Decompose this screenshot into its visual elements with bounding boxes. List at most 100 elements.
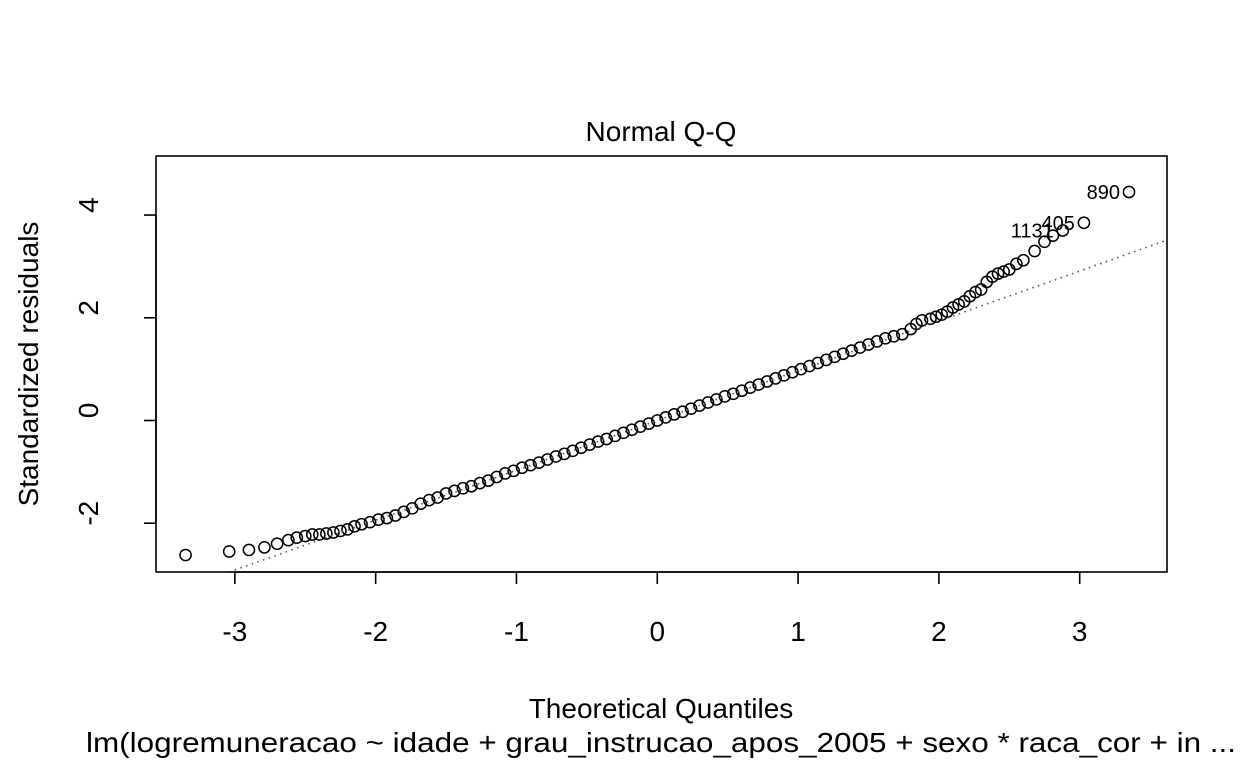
data-point	[735, 384, 749, 398]
data-point	[348, 519, 361, 533]
data-point	[676, 405, 689, 419]
data-point	[845, 344, 858, 357]
data-point	[710, 393, 723, 406]
data-point	[320, 527, 333, 540]
data-point	[1056, 224, 1070, 237]
x-tick-label: -3	[222, 616, 247, 647]
x-tick-label: -2	[363, 616, 388, 647]
y-tick-label: -2	[73, 501, 104, 526]
data-point	[372, 513, 385, 526]
data-point	[811, 356, 825, 370]
data-point	[1009, 257, 1023, 271]
data-point	[363, 515, 377, 529]
point-label: 1131	[1011, 220, 1054, 242]
data-point	[887, 329, 901, 343]
data-point	[1122, 185, 1136, 199]
data-point	[659, 411, 673, 424]
data-point	[389, 509, 402, 522]
data-point	[997, 265, 1011, 278]
data-point	[515, 461, 529, 475]
data-point	[684, 402, 698, 416]
data-point	[583, 438, 597, 451]
data-point	[870, 335, 884, 348]
plot-frame	[155, 155, 1168, 573]
x-axis: -3 -2 -1 0 1 2 3	[222, 571, 1088, 647]
data-point	[819, 353, 833, 367]
data-point	[667, 407, 681, 421]
data-point	[794, 362, 808, 376]
x-tick-label: 0	[649, 616, 665, 647]
data-point	[397, 505, 411, 519]
data-point	[327, 526, 340, 539]
data-point	[853, 341, 867, 354]
data-point	[380, 511, 394, 525]
data-point	[481, 474, 495, 487]
data-point	[650, 414, 664, 427]
y-tick-label: 2	[73, 300, 104, 316]
data-point	[456, 481, 470, 495]
data-point	[507, 464, 521, 478]
data-point	[828, 350, 842, 364]
data-point	[422, 493, 436, 507]
data-point	[290, 531, 304, 544]
data-point	[862, 338, 875, 351]
data-point	[532, 456, 546, 469]
data-point	[473, 476, 487, 490]
data-point	[498, 467, 512, 480]
y-tick-label: 0	[73, 403, 104, 419]
data-point	[769, 372, 782, 385]
data-point	[752, 378, 766, 391]
data-point	[242, 543, 256, 557]
data-point	[341, 523, 354, 536]
data-point	[777, 368, 791, 382]
data-point	[1038, 235, 1051, 249]
points-layer	[179, 185, 1136, 562]
data-point	[617, 426, 630, 440]
y-tick-label: 4	[73, 197, 104, 213]
data-point	[642, 417, 656, 430]
data-point	[448, 484, 461, 498]
x-tick-label: 3	[1072, 616, 1088, 647]
x-tick-label: 2	[931, 616, 947, 647]
y-axis: -2 0 2 4	[73, 197, 157, 526]
reference-line	[228, 239, 1168, 573]
data-point	[836, 347, 850, 361]
data-point	[355, 517, 368, 531]
data-point	[1028, 244, 1041, 258]
data-point	[634, 420, 647, 434]
data-point	[625, 423, 639, 437]
data-point	[600, 432, 613, 446]
data-point	[566, 444, 580, 458]
point-label: 890	[1087, 182, 1120, 204]
data-point	[608, 429, 622, 443]
data-point	[915, 313, 929, 327]
data-point	[334, 524, 347, 538]
data-point	[760, 375, 774, 388]
data-point	[701, 396, 715, 409]
y-axis-label: Standardized residuals	[13, 222, 44, 507]
data-point	[726, 387, 740, 401]
data-point	[1077, 216, 1091, 230]
data-point	[298, 529, 312, 543]
data-point	[924, 312, 937, 326]
data-point	[991, 267, 1005, 280]
data-point	[465, 479, 478, 493]
data-point	[414, 497, 428, 511]
data-point	[802, 359, 816, 373]
reference-line-layer	[228, 239, 1168, 573]
data-point	[574, 441, 588, 455]
data-point	[969, 285, 982, 299]
x-tick-label: -1	[504, 616, 529, 647]
data-point	[693, 399, 706, 412]
x-axis-label: Theoretical Quantiles	[529, 693, 794, 724]
point-label: 405	[1042, 213, 1075, 235]
data-point	[591, 435, 605, 448]
x-tick-label: 1	[790, 616, 806, 647]
data-point	[1046, 229, 1060, 242]
data-point	[786, 365, 799, 379]
chart-title: Normal Q-Q	[586, 116, 737, 147]
data-point	[305, 528, 319, 541]
data-point	[743, 381, 757, 394]
